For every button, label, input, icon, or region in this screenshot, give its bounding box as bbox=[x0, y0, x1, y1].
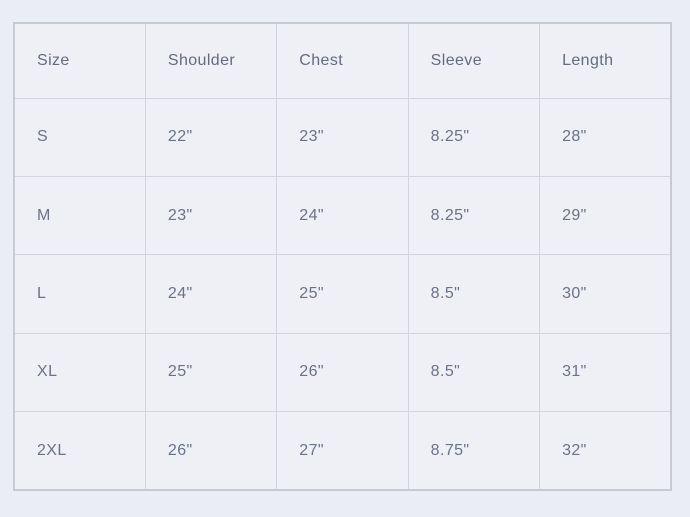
cell-sleeve: 8.25" bbox=[407, 97, 541, 177]
table-row-s: S 22" 23" 8.25" 28" bbox=[13, 97, 672, 177]
cell-shoulder: 25" bbox=[144, 332, 278, 413]
cell-size: S bbox=[13, 97, 146, 177]
cell-size: XL bbox=[13, 332, 146, 413]
cell-chest: 24" bbox=[276, 175, 409, 256]
cell-chest: 27" bbox=[276, 411, 409, 491]
cell-length: 31" bbox=[539, 332, 672, 413]
cell-sleeve: 8.5" bbox=[407, 254, 541, 334]
header-cell-size: Size bbox=[13, 22, 146, 99]
cell-shoulder: 23" bbox=[144, 175, 278, 256]
cell-size: L bbox=[13, 254, 146, 334]
cell-length: 28" bbox=[539, 97, 672, 177]
size-chart-header: Size Shoulder Chest Sleeve Length bbox=[13, 22, 672, 99]
cell-shoulder: 26" bbox=[144, 411, 278, 491]
cell-length: 32" bbox=[539, 411, 672, 491]
cell-size: M bbox=[13, 175, 146, 256]
cell-chest: 25" bbox=[276, 254, 409, 334]
header-row: Size Shoulder Chest Sleeve Length bbox=[13, 22, 672, 99]
size-chart-body: S 22" 23" 8.25" 28" M 23" 24" 8.25" 29" … bbox=[13, 97, 672, 491]
cell-length: 29" bbox=[539, 175, 672, 256]
cell-chest: 23" bbox=[276, 97, 409, 177]
cell-sleeve: 8.25" bbox=[407, 175, 541, 256]
header-cell-shoulder: Shoulder bbox=[144, 22, 278, 99]
table-row-2xl: 2XL 26" 27" 8.75" 32" bbox=[13, 411, 672, 491]
header-cell-chest: Chest bbox=[276, 22, 409, 99]
cell-shoulder: 22" bbox=[144, 97, 278, 177]
table-row-m: M 23" 24" 8.25" 29" bbox=[13, 175, 672, 256]
size-chart-table: Size Shoulder Chest Sleeve Length S 22" … bbox=[13, 22, 672, 491]
cell-shoulder: 24" bbox=[144, 254, 278, 334]
cell-length: 30" bbox=[539, 254, 672, 334]
cell-size: 2XL bbox=[13, 411, 146, 491]
cell-chest: 26" bbox=[276, 332, 409, 413]
cell-sleeve: 8.5" bbox=[407, 332, 541, 413]
table-row-l: L 24" 25" 8.5" 30" bbox=[13, 254, 672, 334]
cell-sleeve: 8.75" bbox=[407, 411, 541, 491]
header-cell-length: Length bbox=[539, 22, 672, 99]
header-cell-sleeve: Sleeve bbox=[407, 22, 541, 99]
table-row-xl: XL 25" 26" 8.5" 31" bbox=[13, 332, 672, 413]
